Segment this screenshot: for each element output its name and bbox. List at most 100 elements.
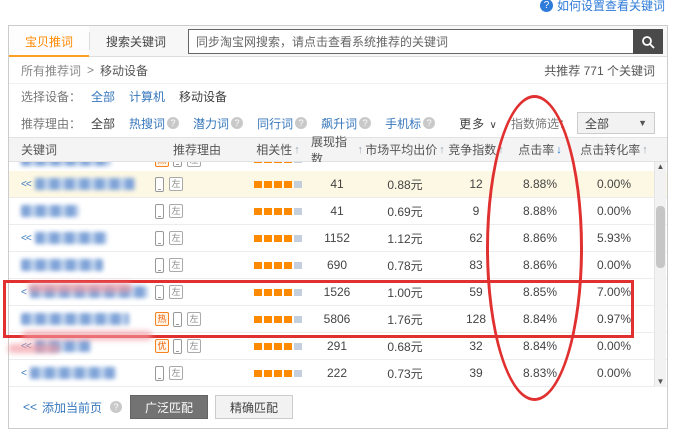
search-bar (188, 29, 663, 54)
table-scrollbar[interactable]: ▲ ▼ (654, 162, 666, 387)
relevance-cell (245, 261, 311, 269)
breadcrumb: 所有推荐词 > 移动设备 共推荐 771 个关键词 (9, 57, 667, 84)
column-header[interactable]: 点击转化率 ↑ (575, 141, 653, 158)
footer-help-icon[interactable]: ? (110, 401, 123, 413)
help-icon[interactable]: ? (231, 117, 244, 129)
ctr-cell: 8.86% (522, 258, 558, 272)
tab-search-keywords[interactable]: 搜索关键词 (106, 34, 167, 49)
table-row[interactable]: < 左 1526 1.00元 59 8.85% 7.00% (9, 279, 667, 306)
search-icon (642, 35, 655, 49)
filter-option[interactable]: 全部 (91, 115, 115, 132)
keyword-cell[interactable]: < (9, 286, 149, 298)
sort-icon[interactable]: ↑ (294, 143, 300, 156)
table-row[interactable]: 热左 5806 1.76元 128 8.84% 0.97% (9, 306, 667, 333)
keyword-cell[interactable]: << (9, 340, 149, 352)
filter-option[interactable]: 同行词? (257, 115, 308, 132)
relevance-bar-segment (264, 342, 272, 350)
keyword-cell[interactable] (9, 259, 149, 271)
filter-option[interactable]: 移动设备 (179, 88, 227, 105)
avg-bid-cell: 0.78元 (387, 258, 423, 273)
breadcrumb-root[interactable]: 所有推荐词 (21, 63, 82, 78)
table-row[interactable]: << 优左 291 0.68元 32 8.84% 0.00% (9, 333, 667, 360)
filter-option[interactable]: 热搜词? (129, 115, 180, 132)
keyword-cell[interactable]: < (9, 367, 149, 379)
keyword-cell[interactable] (9, 205, 149, 217)
reason-filter-options: 全部 热搜词? 潜力词? 同行词? 飙升词? 手机标? (91, 115, 449, 132)
keyword-cell[interactable] (9, 162, 149, 166)
table-row[interactable]: << 左 41 0.88元 12 8.88% 0.00% (9, 171, 667, 198)
table-row[interactable]: < 左 222 0.73元 39 8.83% 0.00% (9, 360, 667, 387)
help-icon[interactable]: ? (167, 117, 180, 129)
reason-badges-cell: 优左 (149, 338, 245, 354)
filter-option[interactable]: 飙升词? (321, 115, 372, 132)
relevance-cell (245, 234, 311, 242)
relevance-bars (254, 288, 302, 296)
filter-option[interactable]: 计算机 (129, 88, 165, 105)
keyword-prefix: << (21, 340, 32, 352)
relevance-cell (245, 180, 311, 188)
relevance-bar-segment (254, 207, 262, 215)
sort-icon[interactable]: ↑ (439, 143, 445, 156)
help-icon[interactable]: ? (423, 117, 436, 129)
filter-option[interactable]: 手机标? (385, 115, 436, 132)
filter-option-label: 飙升词 (321, 116, 358, 131)
relevance-bar-segment (294, 261, 302, 269)
sort-icon[interactable]: ↑ (498, 143, 504, 156)
exact-match-button[interactable]: 精确匹配 (215, 395, 294, 419)
column-header-label: 市场平均出价 (365, 143, 438, 157)
scrollbar-thumb[interactable] (656, 206, 665, 268)
table-row[interactable]: 左 690 0.78元 83 8.86% 0.00% (9, 252, 667, 279)
column-header-label: 相关性 (256, 143, 293, 157)
filter-option-label: 潜力词 (193, 116, 230, 131)
index-filter-dropdown[interactable]: 全部 ▼ (577, 112, 655, 134)
competition-cell: 128 (465, 312, 487, 326)
impressions-cell: 690 (326, 258, 348, 272)
more-filters-button[interactable]: 更多 ∨ (459, 115, 498, 132)
sort-descending-icon[interactable]: ↓ (556, 143, 562, 156)
help-icon[interactable]: ? (359, 117, 372, 129)
filter-option[interactable]: 全部 (91, 88, 115, 105)
search-button[interactable] (633, 29, 663, 54)
help-link[interactable]: ? 如何设置查看关键词 (539, 0, 665, 14)
table-row[interactable]: << 左 1152 1.12元 62 8.86% 5.93% (9, 225, 667, 252)
left-badge: 左 (169, 204, 183, 218)
table-row[interactable]: 左 41 0.69元 9 8.88% 0.00% (9, 198, 667, 225)
index-filter-value: 全部 (585, 116, 610, 131)
tab-item-recommend[interactable]: 宝贝推词 (9, 26, 90, 57)
scrollbar-up-arrow[interactable]: ▲ (656, 162, 665, 171)
filter-option[interactable]: 潜力词? (193, 115, 244, 132)
phone-icon (155, 203, 164, 219)
sort-icon[interactable]: ↑ (642, 143, 648, 156)
column-header[interactable]: 点击率 ↓ (505, 141, 575, 158)
relevance-bar-segment (254, 162, 262, 163)
table-row[interactable]: 热左 (9, 162, 667, 171)
relevance-bars (254, 369, 302, 377)
relevance-cell (245, 288, 311, 296)
column-header[interactable]: 相关性 ↑ (245, 141, 311, 158)
search-input[interactable] (188, 29, 633, 54)
scrollbar-down-arrow[interactable]: ▼ (656, 377, 665, 386)
sort-icon[interactable]: ↑ (357, 143, 364, 156)
keyword-prefix: << (21, 232, 32, 244)
reason-badges-cell: 左 (149, 365, 245, 381)
keyword-tool-panel: 宝贝推词 搜索关键词 所有推荐词 > 移动设备 共推荐 771 个关键词 选择设… (8, 25, 668, 429)
tab-bar: 宝贝推词 搜索关键词 (9, 26, 667, 57)
help-icon[interactable]: ? (295, 117, 308, 129)
column-header[interactable]: 市场平均出价 ↑ (363, 141, 447, 158)
keyword-cell[interactable]: << (9, 232, 149, 244)
add-current-page-button[interactable]: << 添加当前页 (23, 399, 102, 416)
broad-match-button[interactable]: 广泛匹配 (130, 395, 209, 419)
relevance-bar-segment (264, 234, 272, 242)
impressions-cell: 1152 (324, 231, 350, 245)
keyword-cell[interactable] (9, 313, 149, 325)
left-badge: 左 (187, 312, 201, 326)
relevance-bar-segment (254, 288, 262, 296)
relevance-bar-segment (274, 288, 282, 296)
column-header-label: 推荐理由 (172, 143, 221, 157)
relevance-bar-segment (294, 207, 302, 215)
relevance-bar-segment (254, 369, 262, 377)
help-link-label: 如何设置查看关键词 (556, 0, 665, 13)
competition-cell: 9 (472, 204, 480, 218)
column-header[interactable]: 竞争指数 ↑ (447, 141, 505, 158)
keyword-cell[interactable]: << (9, 178, 149, 190)
